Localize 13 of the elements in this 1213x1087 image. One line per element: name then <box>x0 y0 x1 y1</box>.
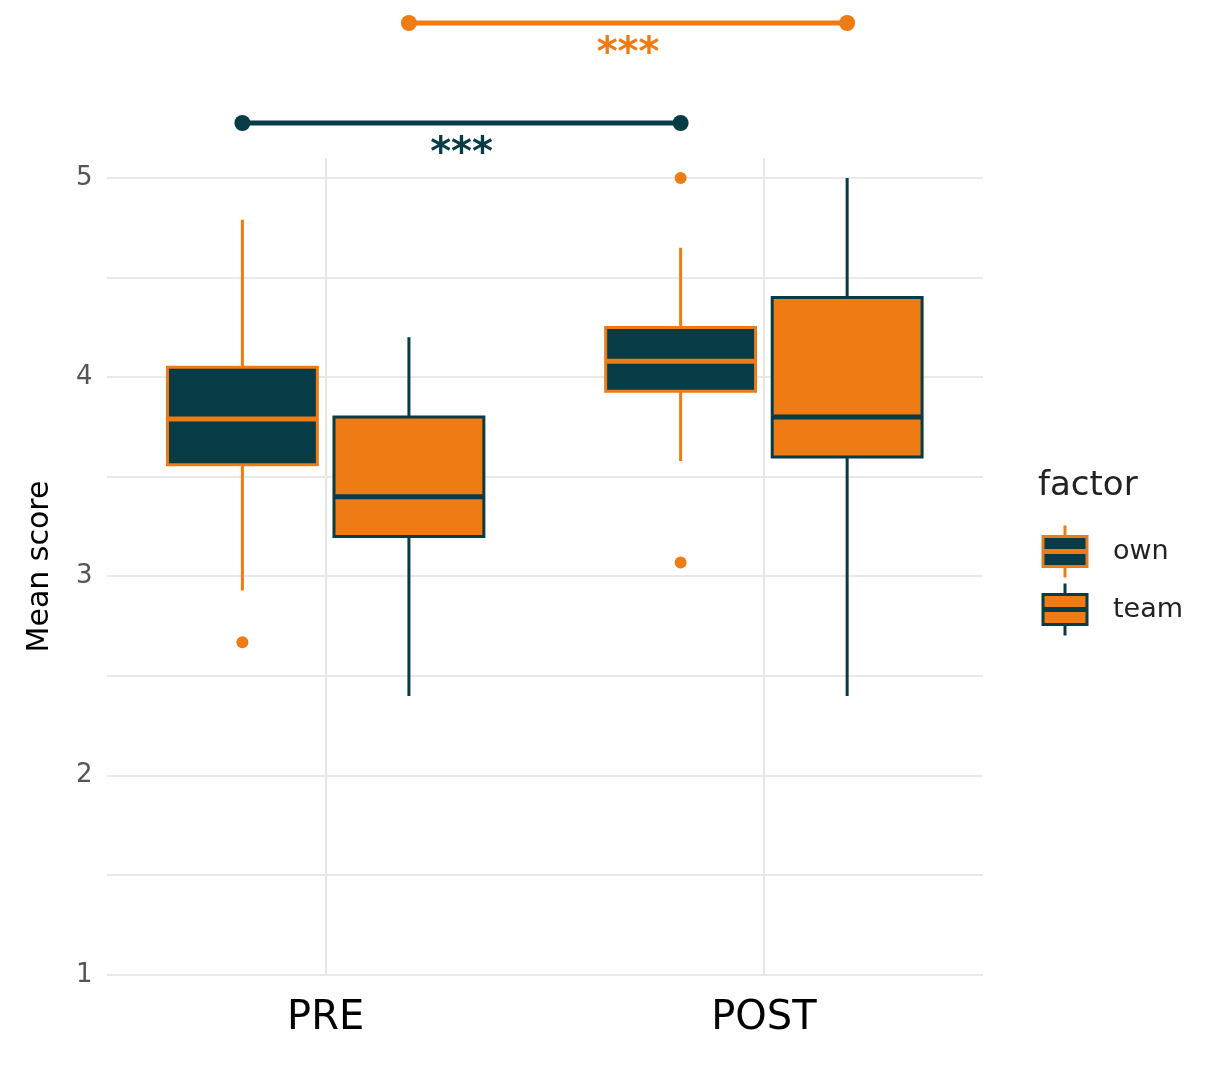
x-tick-label: PRE <box>287 992 365 1039</box>
x-tick-label: POST <box>711 992 818 1039</box>
y-tick-label: 4 <box>76 359 93 390</box>
text: *** <box>596 28 660 75</box>
y-tick-label: 2 <box>76 758 93 789</box>
y-axis-title: Mean score <box>19 480 55 653</box>
legend-label: team <box>1113 591 1184 623</box>
legend-label: own <box>1113 533 1169 565</box>
y-tick-label: 3 <box>76 559 93 590</box>
annotation: *** <box>430 128 493 175</box>
y-tick-label: 1 <box>76 957 93 988</box>
legend-title: factor <box>1038 463 1138 504</box>
y-tick-label: 5 <box>76 160 93 191</box>
